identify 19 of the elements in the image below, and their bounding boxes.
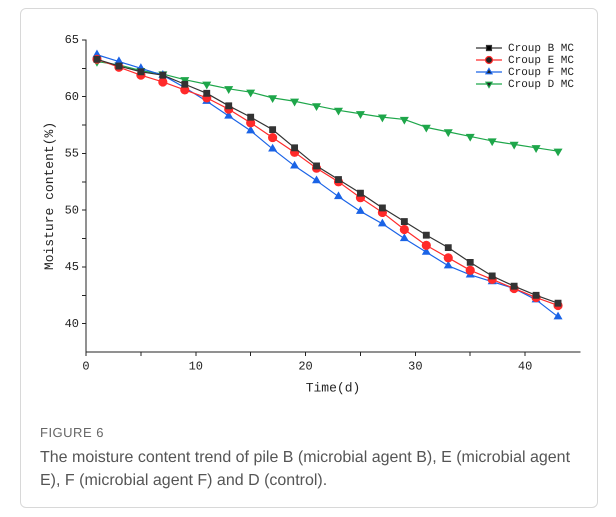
y-tick-label: 55 [64, 146, 79, 161]
caption: FIGURE 6 [40, 425, 105, 440]
legend-label: Croup B MC [508, 42, 574, 55]
x-tick-label: 40 [518, 359, 532, 374]
y-tick-label: 45 [64, 260, 79, 274]
x-tick-label: 0 [82, 359, 90, 374]
y-tick-label: 65 [64, 33, 79, 48]
legend-label: Croup E MC [508, 54, 574, 67]
x-tick-label: 20 [298, 359, 313, 374]
x-tick-label: 10 [188, 359, 203, 374]
y-axis-title: Moisture content(%) [42, 122, 58, 270]
x-axis-title: Time(d) [306, 380, 360, 396]
y-tick-label: 60 [64, 90, 79, 104]
y-tick-label: 40 [64, 316, 79, 331]
y-tick-label: 50 [64, 203, 79, 218]
x-tick-label: 30 [408, 359, 423, 374]
legend-label: Croup D MC [508, 78, 574, 91]
legend-label: Croup F MC [508, 66, 574, 79]
text: The moisture content trend of pile B (microbial agent B), E (microbial agent E), F (microbial agent F) and D (control). [40, 448, 572, 491]
